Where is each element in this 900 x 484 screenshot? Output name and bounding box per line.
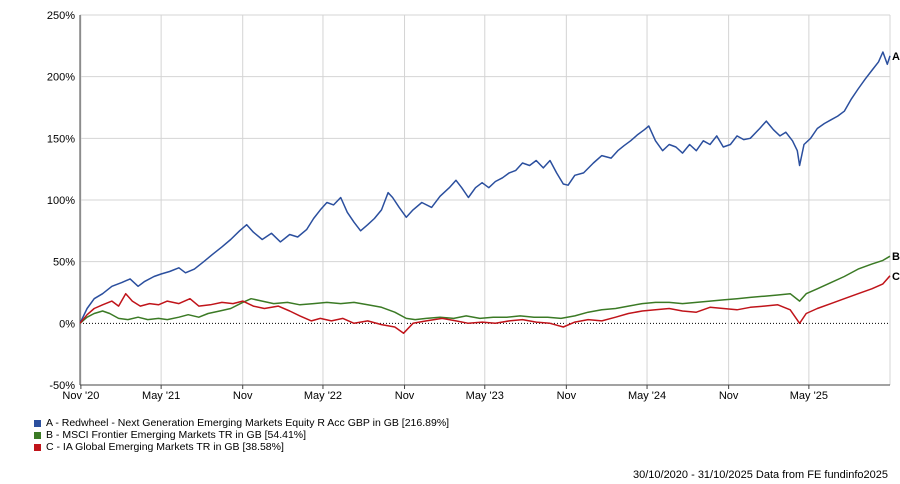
legend-swatch-a: [34, 419, 41, 427]
x-tick-label: Nov: [557, 390, 577, 402]
x-tick-label: May '23: [466, 390, 504, 402]
y-tick-label: 0%: [59, 318, 75, 330]
legend-item-c: C - IA Global Emerging Markets TR in GB …: [34, 441, 449, 453]
legend: A - Redwheel - Next Generation Emerging …: [34, 417, 449, 453]
y-tick-label: 250%: [47, 10, 75, 22]
series-line-c: [79, 275, 891, 334]
legend-label-b: B - MSCI Frontier Emerging Markets TR in…: [46, 429, 307, 441]
y-tick-label: -50%: [49, 380, 75, 392]
x-tick-label: Nov: [719, 390, 739, 402]
x-tick-label: May '22: [304, 390, 342, 402]
y-tick-label: 100%: [47, 195, 75, 207]
x-tick-label: May '24: [628, 390, 666, 402]
x-tick-label: Nov: [233, 390, 253, 402]
legend-label-c: C - IA Global Emerging Markets TR in GB …: [46, 441, 284, 453]
data-source-footer: 30/10/2020 - 31/10/2025 Data from FE fun…: [632, 469, 888, 481]
series-line-b: [79, 255, 891, 324]
x-tick-label: May '21: [142, 390, 180, 402]
y-tick-label: 200%: [47, 72, 75, 84]
end-labels: A BC: [892, 51, 900, 283]
line-chart: 250% 200% 150% 100% 50% 0% -50%Nov '20 May '21 N…: [47, 10, 900, 402]
axes: 250% 200% 150% 100% 50% 0% -50%Nov '20 May '21 N…: [47, 10, 891, 402]
y-tick-label: 50%: [53, 257, 75, 269]
legend-label-a: A - Redwheel - Next Generation Emerging …: [46, 417, 450, 429]
x-tick-label: Nov '20: [62, 390, 99, 402]
series-line-a: [79, 51, 891, 324]
series-end-label-b: B: [892, 251, 900, 263]
series-end-label-a: A: [892, 51, 900, 63]
y-tick-label: 150%: [47, 133, 75, 145]
legend-swatch-c: [34, 443, 41, 451]
legend-item-b: B - MSCI Frontier Emerging Markets TR in…: [34, 429, 449, 441]
series-lines: [79, 51, 891, 334]
legend-swatch-b: [34, 431, 41, 439]
x-tick-label: May '25: [790, 390, 828, 402]
x-tick-label: Nov: [395, 390, 415, 402]
legend-item-a: A - Redwheel - Next Generation Emerging …: [34, 417, 449, 429]
grid: [80, 14, 890, 386]
series-end-label-c: C: [892, 271, 900, 283]
